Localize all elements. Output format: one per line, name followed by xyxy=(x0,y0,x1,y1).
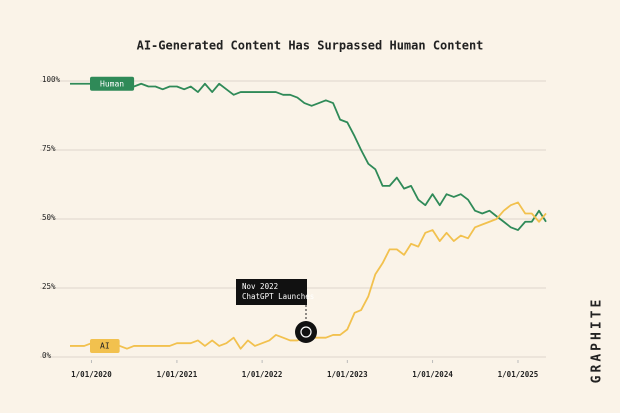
y-tick-label: 25% xyxy=(42,282,56,291)
annotation-text: ChatGPT Launches xyxy=(242,292,314,301)
brand-logo: GRAPHITE xyxy=(590,297,605,384)
x-tick-label: 1/01/2020 xyxy=(71,370,112,379)
x-tick-label: 1/01/2021 xyxy=(157,370,198,379)
annotation-marker xyxy=(295,321,317,343)
legend-swatch xyxy=(90,76,135,91)
annotation-icon xyxy=(300,326,312,338)
x-tick-label: 1/01/2025 xyxy=(498,370,539,379)
y-tick-label: 50% xyxy=(42,213,56,222)
y-tick-label: 100% xyxy=(42,75,61,84)
legend-item: AI xyxy=(90,338,120,353)
series-line xyxy=(70,82,547,231)
x-tick-label: 1/01/2024 xyxy=(412,370,453,379)
y-tick-label: 75% xyxy=(42,144,56,153)
legend-swatch xyxy=(90,338,120,353)
y-tick-label: 0% xyxy=(42,351,52,360)
annotation: Nov 2022 ChatGPT Launches xyxy=(236,279,317,343)
legend-label: AI xyxy=(100,341,110,350)
legend-label: Human xyxy=(100,79,124,88)
annotation-box xyxy=(236,279,307,305)
x-tick-label: 1/01/2022 xyxy=(242,370,283,379)
x-tick-label: 1/01/2023 xyxy=(327,370,368,379)
annotation-text: Nov 2022 xyxy=(242,282,278,291)
legend-item: Human xyxy=(90,76,135,91)
chart-title: AI-Generated Content Has Surpassed Human… xyxy=(137,39,484,53)
